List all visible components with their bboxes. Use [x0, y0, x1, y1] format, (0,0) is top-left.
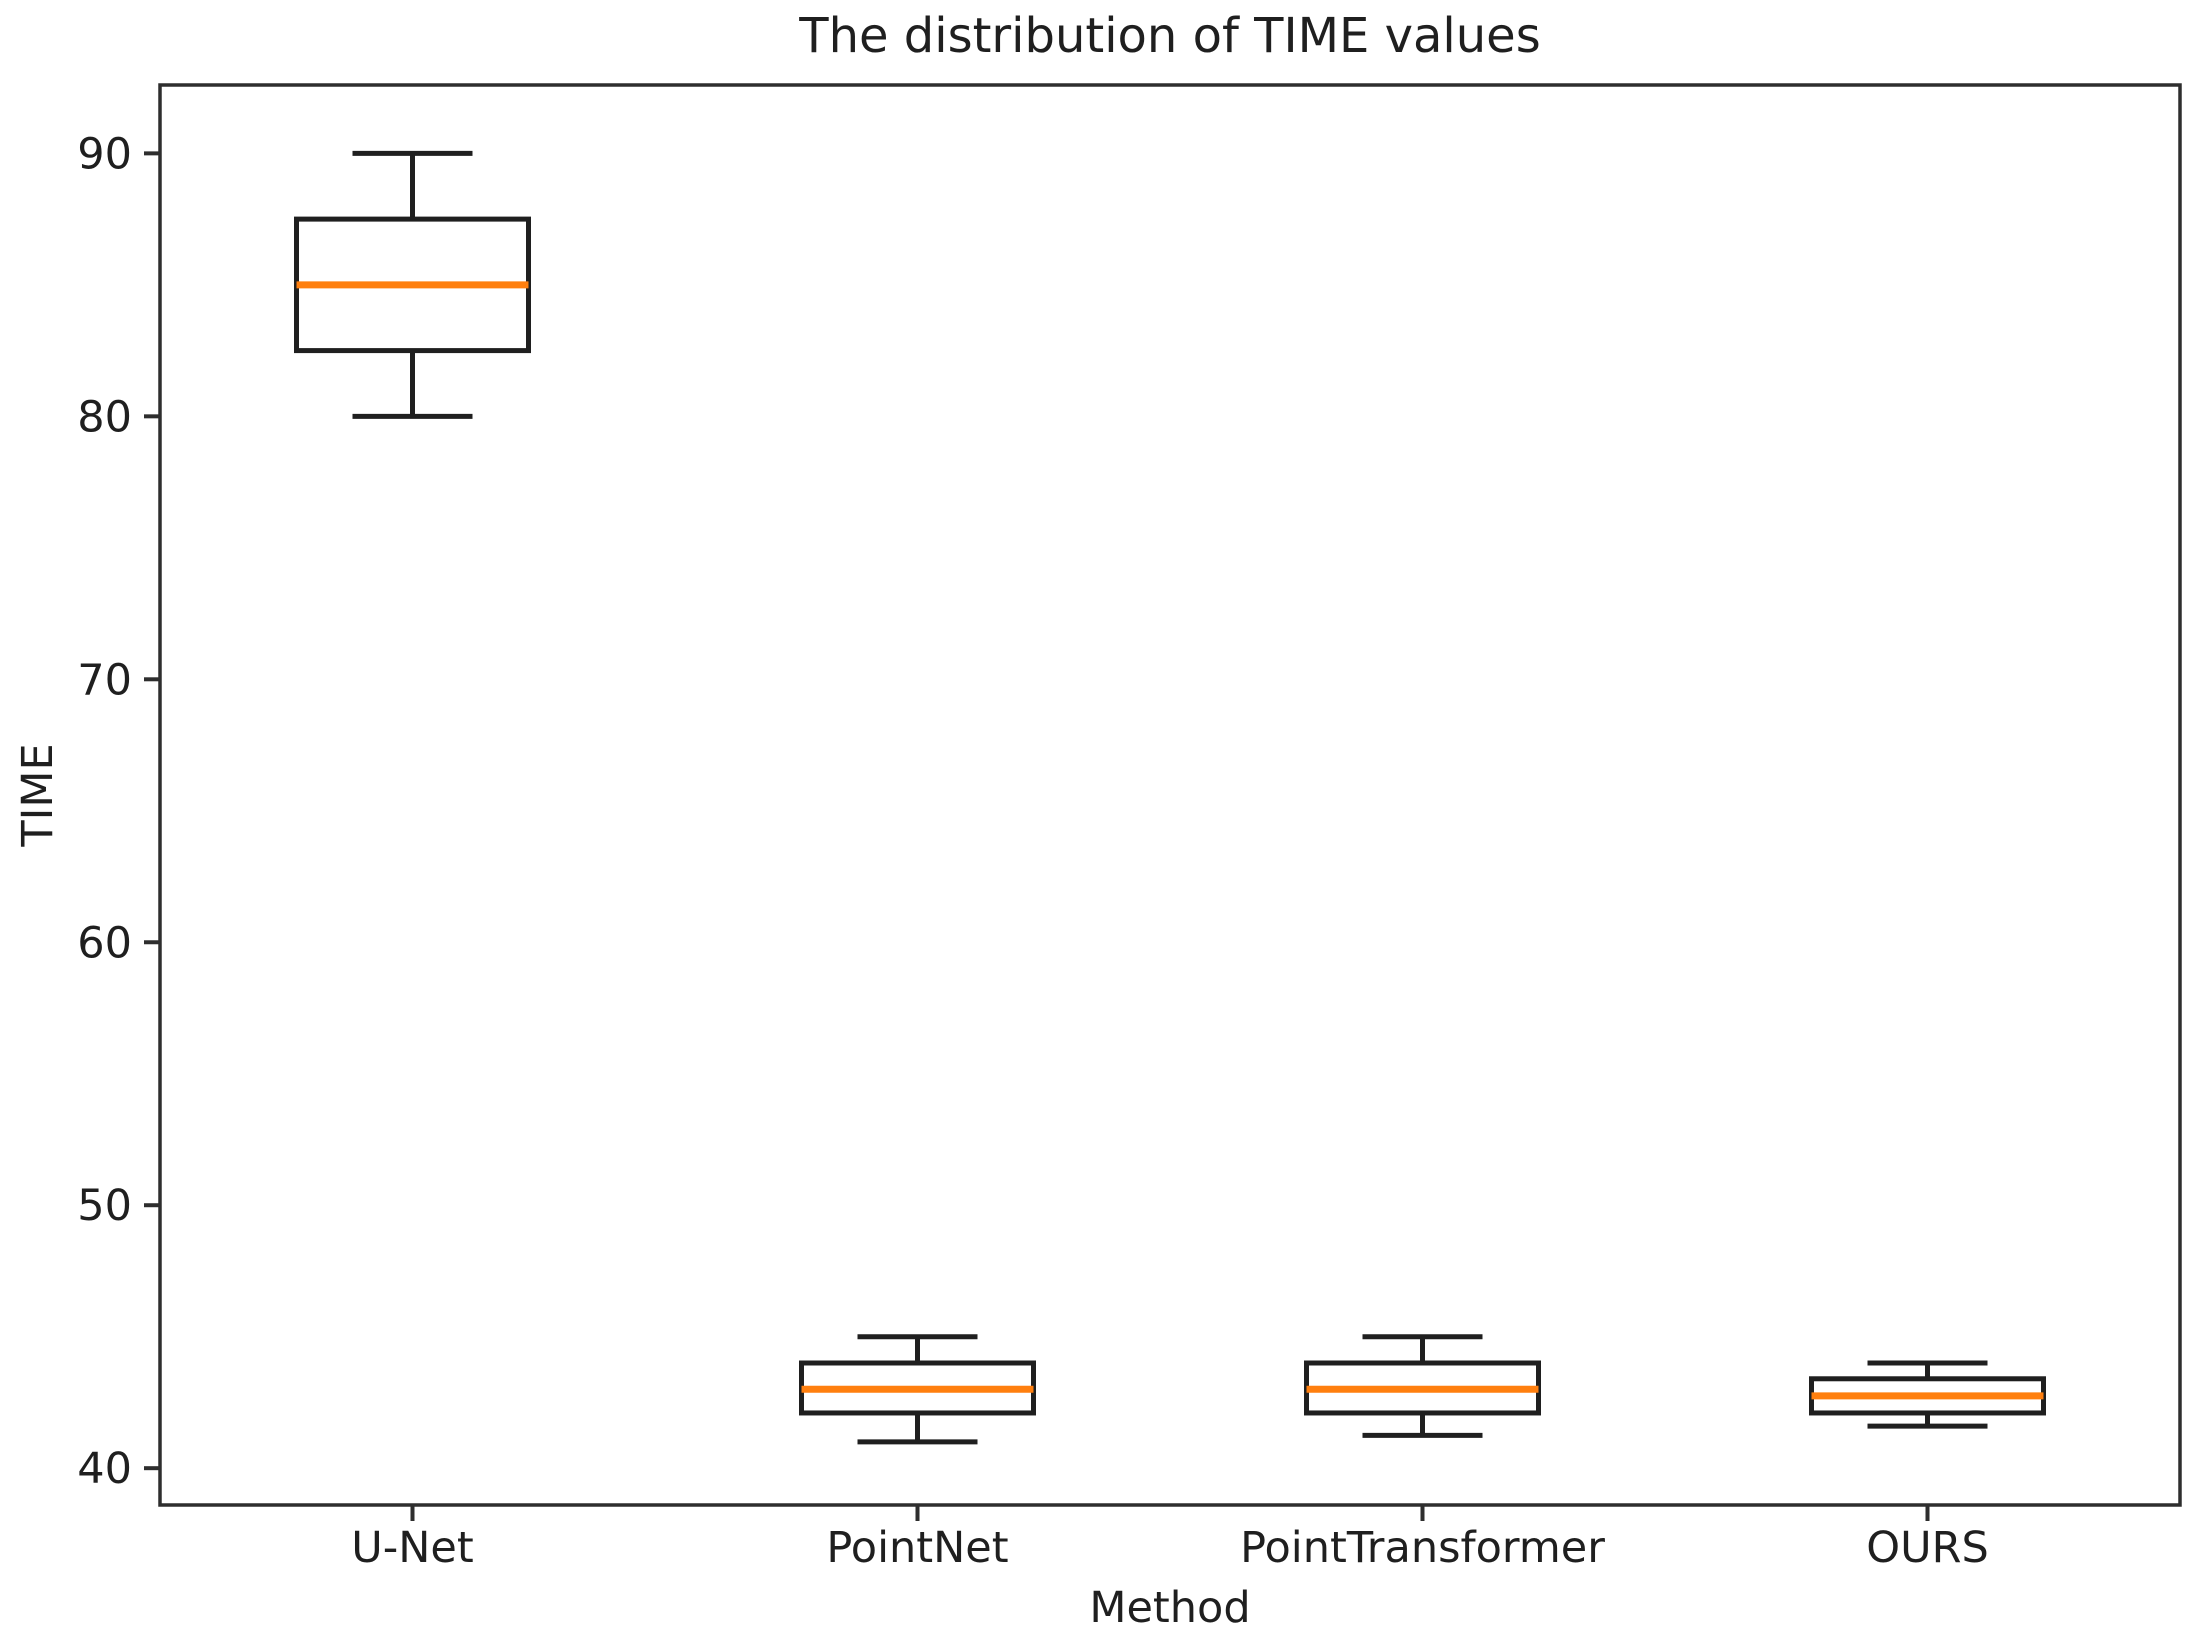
- y-tick-label: 70: [77, 655, 132, 705]
- chart-title: The distribution of TIME values: [798, 8, 1540, 64]
- x-tick-label-pointtransformer: PointTransformer: [1240, 1523, 1605, 1573]
- y-tick-label: 60: [77, 918, 132, 968]
- y-axis-label: TIME: [13, 743, 63, 847]
- x-axis-label: Method: [1089, 1583, 1250, 1633]
- axes-ticks-layer: 40 50 60 70 80 90 U-Net PointNet PointTransforme…: [77, 129, 1988, 1573]
- x-tick-label-u-net: U-Net: [351, 1523, 473, 1573]
- y-tick-label: 80: [77, 392, 132, 442]
- y-tick-label: 90: [77, 129, 132, 179]
- x-tick-label-ours: OURS: [1866, 1523, 1989, 1573]
- plot-border: [158, 83, 2182, 1507]
- x-tick-label-pointnet: PointNet: [826, 1523, 1008, 1573]
- y-tick-label: 40: [77, 1444, 132, 1494]
- y-tick-label: 50: [77, 1181, 132, 1231]
- boxes-layer: [294, 150, 2046, 1445]
